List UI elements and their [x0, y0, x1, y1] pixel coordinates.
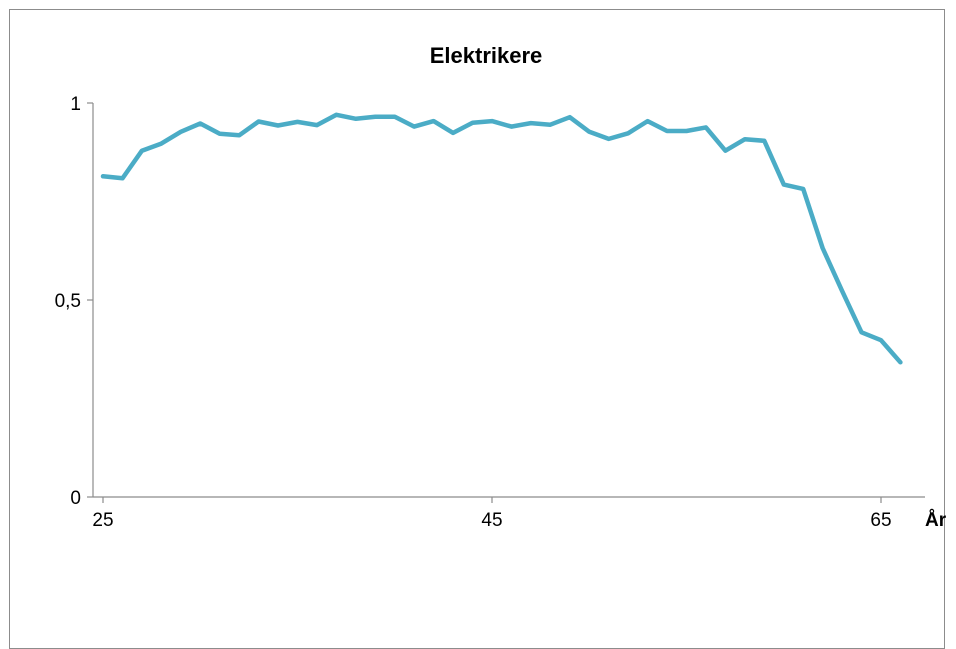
y-axis-ticks: 00,51 — [55, 94, 93, 509]
chart-svg: Elektrikere 00,51 25 45 65 År — [55, 43, 947, 531]
x-axis-ticks: 25 45 65 — [92, 497, 892, 531]
y-tick-label: 1 — [70, 94, 81, 115]
x-tick-label: 65 — [870, 510, 891, 531]
series-line — [100, 112, 903, 365]
y-tick-label: 0,5 — [55, 291, 81, 312]
x-tick-label: 45 — [481, 510, 502, 531]
x-tick-label: 25 — [92, 510, 113, 531]
chart-frame — [9, 9, 945, 649]
x-axis-title: År — [925, 510, 947, 531]
chart-title: Elektrikere — [430, 43, 543, 68]
y-tick-label: 0 — [70, 488, 81, 509]
